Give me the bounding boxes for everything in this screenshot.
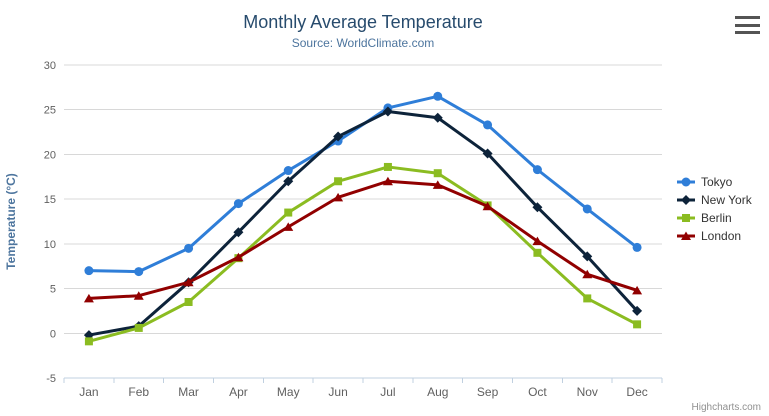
legend-item-new-york[interactable]: New York — [676, 191, 752, 209]
hamburger-icon — [735, 16, 760, 19]
data-point-berlin-nov[interactable] — [583, 294, 592, 303]
data-point-new-york-aug[interactable] — [432, 112, 443, 123]
x-tick-label: Sep — [477, 385, 499, 399]
data-point-berlin-mar[interactable] — [184, 297, 193, 306]
data-point-tokyo-nov[interactable] — [582, 204, 592, 214]
data-point-tokyo-oct[interactable] — [532, 165, 542, 175]
circle-marker-icon[interactable] — [681, 177, 691, 187]
legend-label: New York — [701, 193, 752, 207]
y-tick-label: 25 — [44, 105, 56, 117]
square-marker-icon[interactable] — [682, 214, 690, 222]
legend-item-berlin[interactable]: Berlin — [676, 209, 752, 227]
triangle-marker-icon[interactable] — [681, 231, 691, 241]
x-tick-label: Dec — [626, 385, 647, 399]
data-point-london-mar[interactable] — [183, 277, 194, 287]
legend-item-london[interactable]: London — [676, 227, 752, 245]
y-tick-label: 30 — [44, 60, 56, 72]
y-tick-label: 0 — [50, 328, 56, 340]
series-new-york — [83, 106, 643, 341]
data-point-london-aug[interactable] — [432, 180, 443, 189]
x-tick-label: Apr — [229, 385, 248, 399]
data-point-berlin-aug[interactable] — [433, 169, 442, 178]
chart-subtitle: Source: WorldClimate.com — [291, 36, 435, 50]
series-tokyo — [84, 91, 642, 277]
legend-label: Berlin — [701, 211, 732, 225]
legend-label: Tokyo — [701, 175, 733, 189]
data-point-new-york-may[interactable] — [283, 176, 294, 187]
data-point-london-feb[interactable] — [133, 291, 144, 300]
data-point-new-york-apr[interactable] — [233, 227, 244, 238]
x-tick-label: Oct — [528, 385, 547, 399]
data-point-tokyo-jan[interactable] — [84, 266, 94, 276]
series-london — [83, 176, 643, 303]
x-tick-label: May — [277, 385, 300, 399]
data-point-london-dec[interactable] — [632, 285, 643, 295]
diamond-marker-icon[interactable] — [681, 195, 691, 205]
data-point-london-jun[interactable] — [333, 192, 344, 202]
data-point-tokyo-aug[interactable] — [433, 91, 443, 101]
data-point-new-york-jun[interactable] — [333, 131, 344, 142]
hamburger-icon — [735, 23, 760, 27]
circle-legend-marker-icon — [677, 177, 695, 187]
legend-label: London — [701, 229, 742, 243]
y-tick-label: 20 — [44, 149, 56, 161]
square-legend-marker-icon — [677, 214, 695, 222]
series-line-berlin[interactable] — [87, 165, 639, 343]
data-point-berlin-jan[interactable] — [84, 337, 93, 346]
data-point-berlin-dec[interactable] — [633, 320, 642, 329]
data-point-new-york-sep[interactable] — [482, 148, 493, 159]
series-line-london[interactable] — [87, 179, 639, 300]
data-point-tokyo-sep[interactable] — [483, 120, 493, 130]
data-point-berlin-jul[interactable] — [383, 162, 392, 171]
data-point-london-apr[interactable] — [233, 252, 244, 262]
data-point-london-jul[interactable] — [382, 176, 393, 186]
x-tick-label: Jan — [79, 385, 98, 399]
x-tick-label: Jul — [380, 385, 395, 399]
data-point-new-york-oct[interactable] — [532, 202, 543, 213]
data-point-tokyo-may[interactable] — [283, 166, 293, 176]
y-tick-label: 10 — [44, 239, 56, 251]
data-point-london-nov[interactable] — [582, 269, 593, 279]
data-point-new-york-dec[interactable] — [632, 305, 643, 316]
credits-link[interactable]: Highcharts.com — [691, 402, 761, 413]
y-tick-label: 15 — [44, 194, 56, 206]
x-tick-label: Nov — [577, 385, 598, 399]
data-point-berlin-jun[interactable] — [334, 177, 343, 186]
data-point-tokyo-mar[interactable] — [184, 243, 194, 253]
data-point-berlin-may[interactable] — [284, 208, 293, 217]
data-point-london-may[interactable] — [283, 222, 294, 231]
data-point-berlin-oct[interactable] — [533, 248, 542, 257]
legend-item-tokyo[interactable]: Tokyo — [676, 173, 752, 191]
y-axis-title: Temperature (°C) — [4, 173, 18, 270]
legend: Tokyo New York Berlin London — [676, 173, 752, 245]
data-point-new-york-jul[interactable] — [382, 106, 393, 117]
x-tick-label: Feb — [128, 385, 149, 399]
data-point-berlin-feb[interactable] — [134, 323, 143, 332]
data-point-new-york-nov[interactable] — [582, 251, 593, 262]
context-menu-button[interactable] — [735, 16, 760, 34]
data-point-london-sep[interactable] — [482, 201, 493, 211]
diamond-legend-marker-icon — [677, 195, 695, 205]
data-point-london-jan[interactable] — [83, 293, 94, 303]
chart-title: Monthly Average Temperature — [243, 12, 483, 32]
data-point-tokyo-apr[interactable] — [233, 199, 243, 209]
y-tick-label: -5 — [46, 373, 56, 385]
series-line-new-york[interactable] — [87, 110, 639, 337]
triangle-legend-marker-icon — [677, 231, 695, 241]
data-point-tokyo-dec[interactable] — [632, 242, 642, 252]
y-tick-label: 5 — [50, 284, 56, 296]
x-tick-label: Jun — [328, 385, 347, 399]
x-tick-label: Aug — [427, 385, 448, 399]
data-point-tokyo-feb[interactable] — [134, 267, 144, 277]
hamburger-icon — [735, 31, 760, 34]
data-point-london-oct[interactable] — [532, 236, 543, 246]
x-tick-label: Mar — [178, 385, 199, 399]
